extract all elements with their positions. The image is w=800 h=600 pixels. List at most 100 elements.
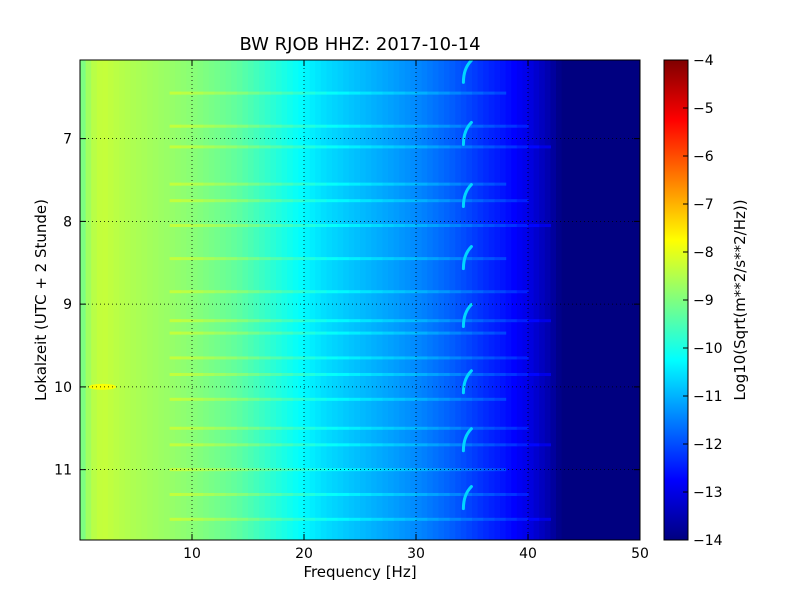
horizontal-band bbox=[382, 91, 395, 95]
horizontal-band bbox=[326, 319, 339, 323]
horizontal-band bbox=[371, 257, 383, 261]
horizontal-band bbox=[281, 91, 294, 95]
horizontal-band bbox=[494, 290, 507, 294]
horizontal-band bbox=[337, 468, 350, 472]
horizontal-band bbox=[236, 91, 249, 95]
spectrum-strip bbox=[595, 60, 602, 540]
horizontal-band bbox=[304, 91, 316, 95]
horizontal-band bbox=[416, 224, 428, 228]
horizontal-band bbox=[337, 372, 350, 376]
horizontal-band bbox=[270, 224, 283, 228]
horizontal-band bbox=[404, 199, 417, 203]
horizontal-band bbox=[315, 397, 327, 401]
spectrum-strip bbox=[225, 60, 232, 540]
horizontal-band bbox=[427, 145, 439, 149]
horizontal-band bbox=[416, 492, 428, 496]
horizontal-band bbox=[292, 199, 305, 203]
spectrum-strip bbox=[259, 60, 266, 540]
horizontal-band bbox=[304, 124, 316, 128]
horizontal-band bbox=[348, 426, 361, 430]
horizontal-band bbox=[449, 319, 462, 323]
horizontal-band bbox=[449, 517, 462, 521]
tone-event bbox=[461, 60, 473, 84]
horizontal-band bbox=[348, 443, 361, 447]
horizontal-band bbox=[248, 91, 260, 95]
horizontal-band bbox=[236, 517, 249, 521]
horizontal-band bbox=[214, 372, 227, 376]
horizontal-band bbox=[292, 426, 305, 430]
horizontal-band bbox=[192, 517, 204, 521]
horizontal-band bbox=[472, 257, 484, 261]
horizontal-band bbox=[292, 443, 305, 447]
spectrum-strip bbox=[600, 60, 607, 540]
horizontal-band bbox=[236, 443, 249, 447]
horizontal-band bbox=[494, 397, 507, 401]
horizontal-band bbox=[248, 182, 260, 186]
spectrum-strip bbox=[203, 60, 210, 540]
spectrum-strip bbox=[164, 60, 171, 540]
horizontal-band bbox=[192, 257, 204, 261]
spectrum-strip bbox=[253, 60, 260, 540]
horizontal-band bbox=[449, 372, 462, 376]
horizontal-band bbox=[304, 331, 316, 335]
horizontal-band bbox=[416, 290, 428, 294]
horizontal-band bbox=[494, 182, 507, 186]
horizontal-band bbox=[449, 124, 462, 128]
spectrum-strip bbox=[500, 60, 507, 540]
spectrum-strip bbox=[617, 60, 624, 540]
horizontal-band bbox=[259, 443, 271, 447]
horizontal-band bbox=[404, 91, 417, 95]
horizontal-band bbox=[169, 145, 182, 149]
spectrum-strip bbox=[152, 60, 159, 540]
horizontal-band bbox=[281, 443, 294, 447]
horizontal-band bbox=[539, 517, 551, 521]
horizontal-band bbox=[169, 492, 182, 496]
horizontal-band bbox=[180, 372, 193, 376]
horizontal-band bbox=[192, 145, 204, 149]
horizontal-band bbox=[214, 182, 227, 186]
horizontal-band bbox=[225, 319, 238, 323]
horizontal-band bbox=[292, 468, 305, 472]
horizontal-band bbox=[393, 517, 406, 521]
horizontal-band bbox=[270, 124, 283, 128]
horizontal-band bbox=[326, 257, 339, 261]
horizontal-band bbox=[483, 224, 495, 228]
horizontal-band bbox=[427, 468, 439, 472]
horizontal-band bbox=[248, 290, 260, 294]
horizontal-band bbox=[371, 199, 383, 203]
horizontal-band bbox=[449, 145, 462, 149]
horizontal-band bbox=[315, 182, 327, 186]
horizontal-band bbox=[169, 319, 182, 323]
horizontal-band bbox=[516, 426, 529, 430]
horizontal-band bbox=[225, 124, 238, 128]
horizontal-band bbox=[393, 372, 406, 376]
horizontal-band bbox=[438, 443, 451, 447]
horizontal-band bbox=[382, 124, 395, 128]
horizontal-band bbox=[169, 257, 182, 261]
horizontal-band bbox=[180, 319, 193, 323]
y-tick-label: 8 bbox=[63, 214, 72, 230]
horizontal-band bbox=[236, 199, 249, 203]
horizontal-band bbox=[348, 182, 361, 186]
horizontal-band bbox=[382, 443, 395, 447]
horizontal-band bbox=[494, 199, 507, 203]
horizontal-band bbox=[236, 145, 249, 149]
horizontal-band bbox=[505, 492, 518, 496]
spectrum-strip bbox=[304, 60, 311, 540]
horizontal-band bbox=[360, 397, 372, 401]
horizontal-band bbox=[382, 372, 395, 376]
tone-event bbox=[461, 485, 473, 511]
spectrum-strip bbox=[365, 60, 372, 540]
horizontal-band bbox=[315, 290, 327, 294]
horizontal-band bbox=[270, 331, 283, 335]
horizontal-band bbox=[203, 426, 215, 430]
colorbar-ticks: −4 −5 −6 −7 −8 −9 −10 −11 −12 −13 −14 bbox=[683, 53, 723, 549]
spectrum-strip bbox=[477, 60, 484, 540]
horizontal-band bbox=[214, 145, 227, 149]
horizontal-band bbox=[427, 124, 439, 128]
horizontal-band bbox=[516, 492, 529, 496]
horizontal-band bbox=[315, 257, 327, 261]
horizontal-band bbox=[292, 319, 305, 323]
horizontal-band bbox=[438, 517, 451, 521]
horizontal-band bbox=[427, 492, 439, 496]
